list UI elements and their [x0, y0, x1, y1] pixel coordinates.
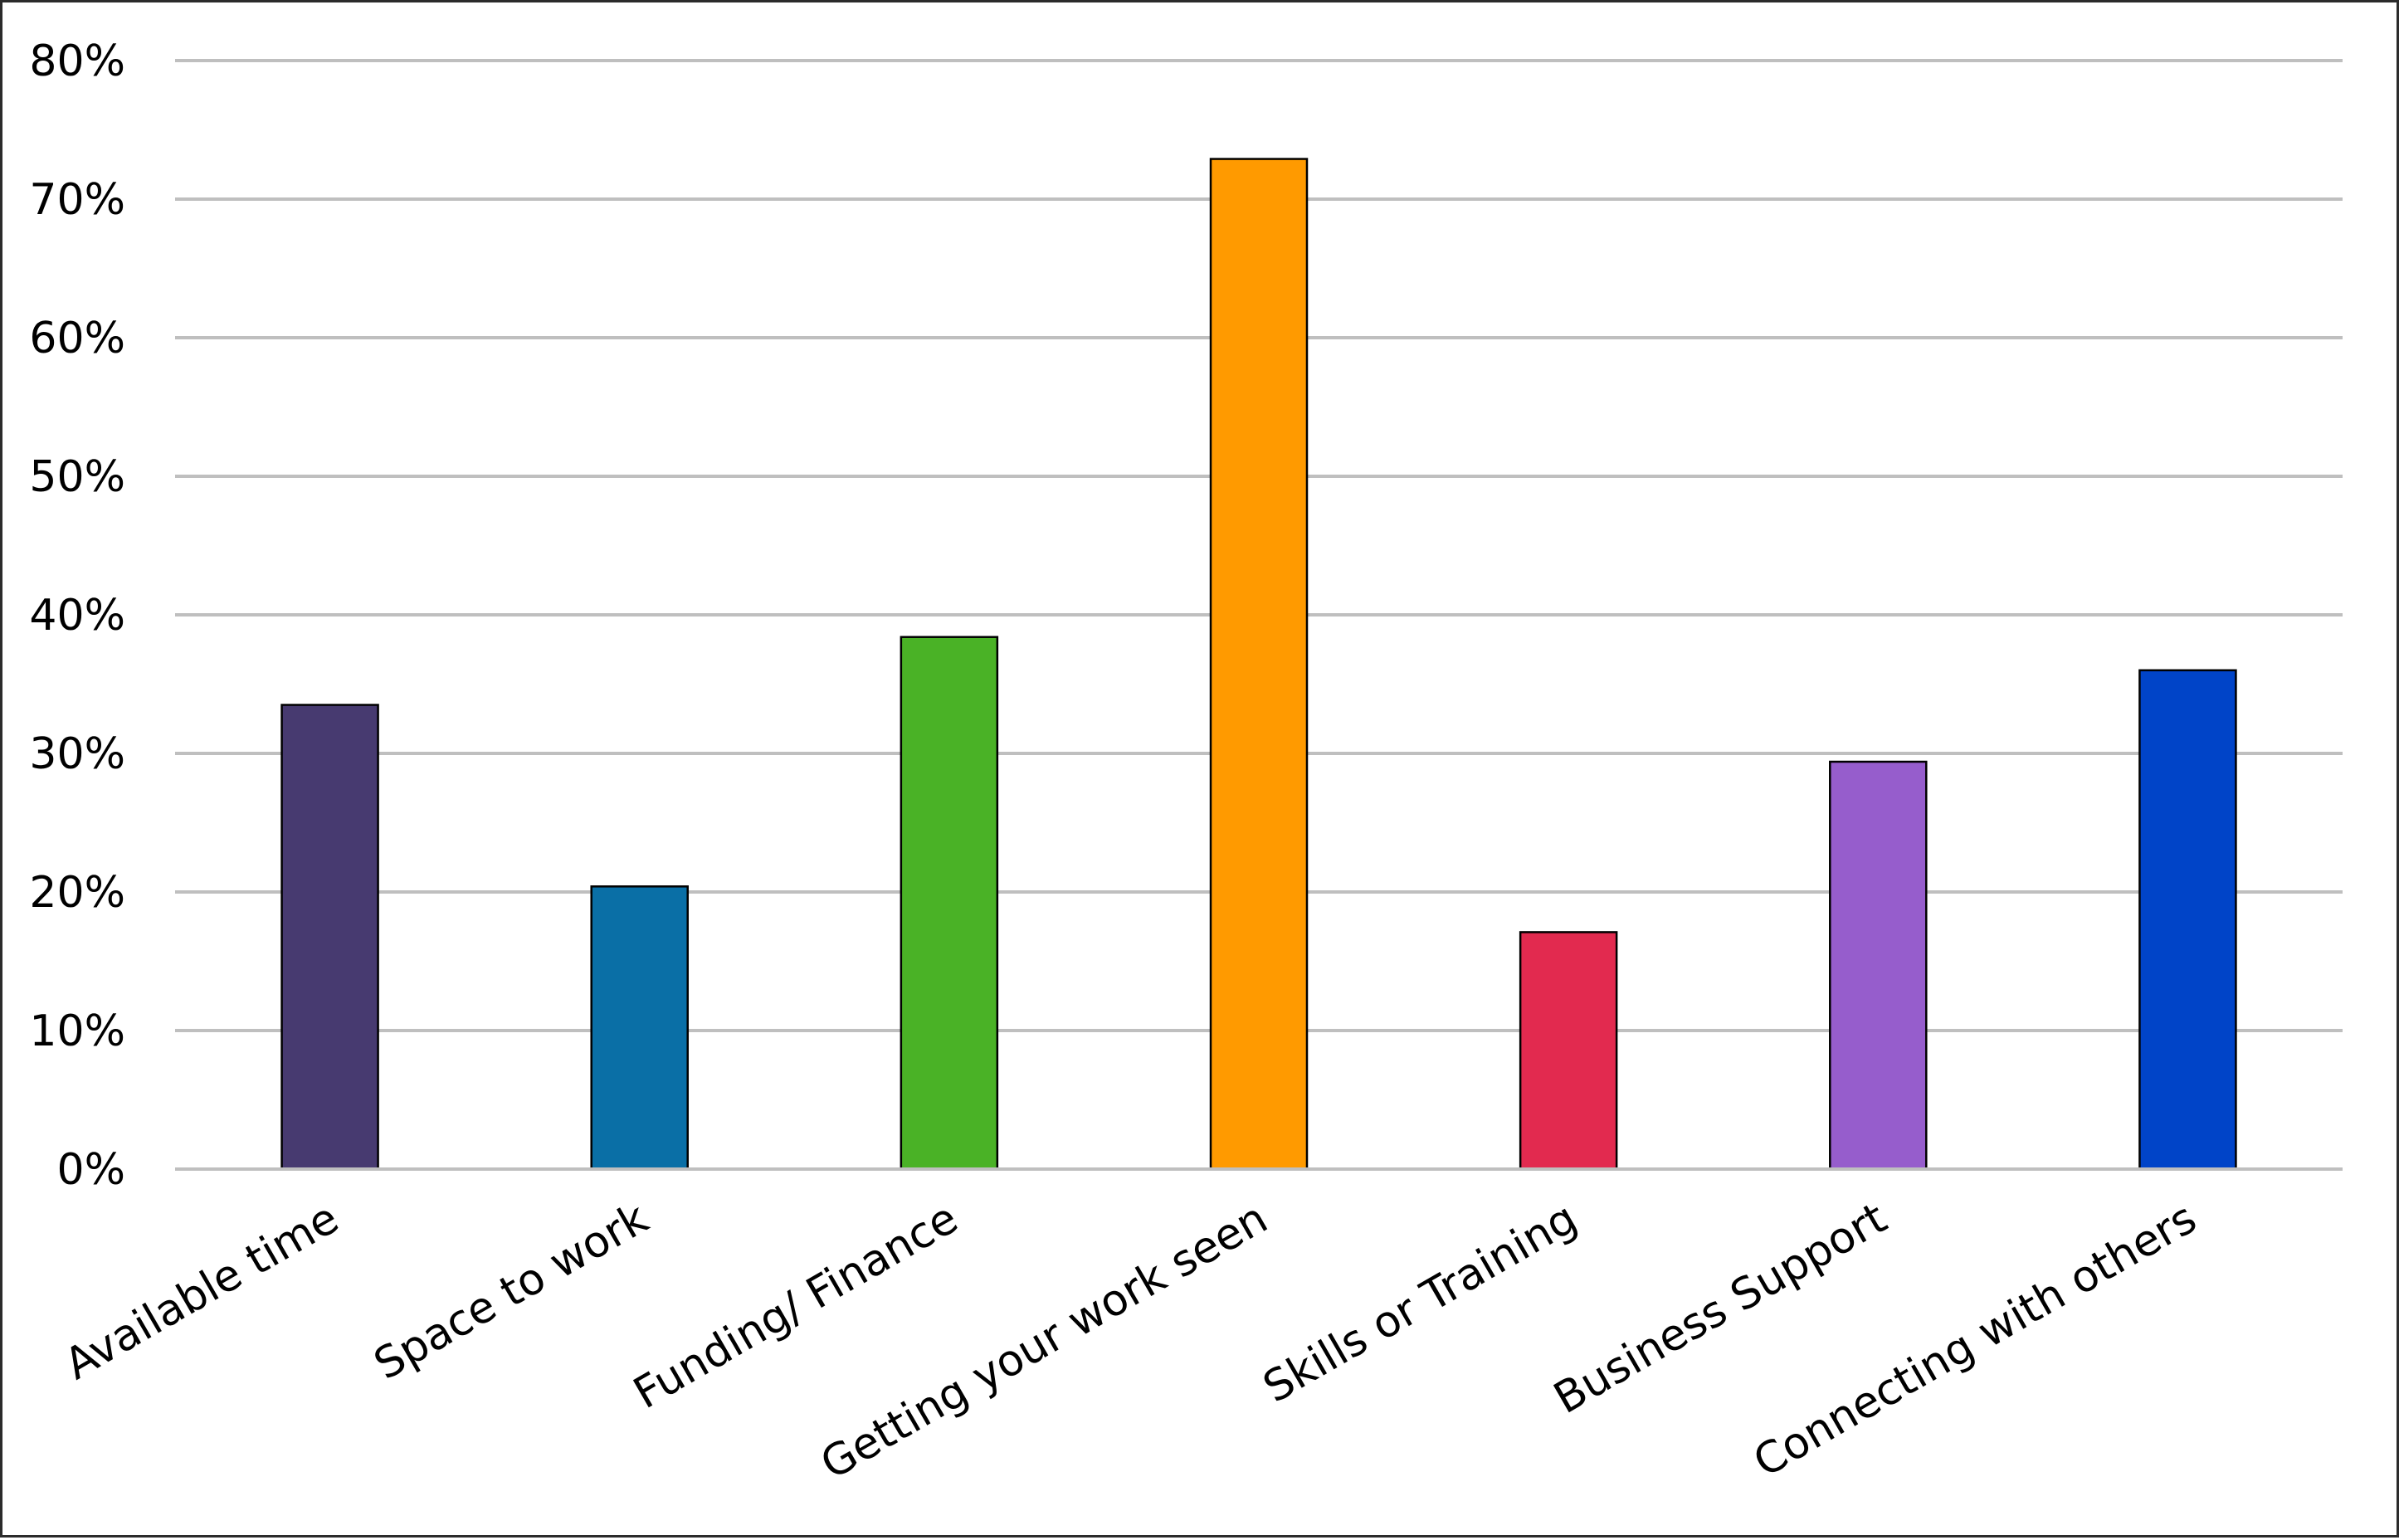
- y-tick-label: 70%: [29, 175, 125, 225]
- y-tick-label: 30%: [29, 729, 125, 779]
- y-tick-label: 50%: [29, 452, 125, 502]
- y-tick-label: 40%: [29, 591, 125, 641]
- y-tick-label: 20%: [29, 868, 125, 918]
- bar-getting-your-work-seen: [1209, 158, 1309, 1171]
- x-category-label: Funding/ Finance: [626, 1193, 967, 1419]
- x-category-label: Available time: [56, 1193, 347, 1390]
- bar-business-support: [1829, 760, 1928, 1171]
- x-category-label: Space to work: [366, 1193, 656, 1390]
- y-axis-ticks: 0% 10% 20% 30% 40% 50% 60% 70% 80%: [29, 37, 125, 1195]
- bar-skills-or-training: [1519, 931, 1618, 1171]
- y-tick-label: 80%: [29, 37, 125, 86]
- bar-connecting-with-others: [2138, 669, 2237, 1171]
- bar-funding-finance: [900, 636, 999, 1171]
- bar-space-to-work: [590, 885, 689, 1171]
- y-tick-label: 60%: [29, 314, 125, 363]
- y-tick-label: 0%: [57, 1145, 126, 1195]
- y-tick-label: 10%: [29, 1006, 125, 1056]
- x-category-label: Skills or Training: [1256, 1193, 1586, 1412]
- bar-available-time: [280, 704, 379, 1171]
- bars: [175, 158, 2343, 1171]
